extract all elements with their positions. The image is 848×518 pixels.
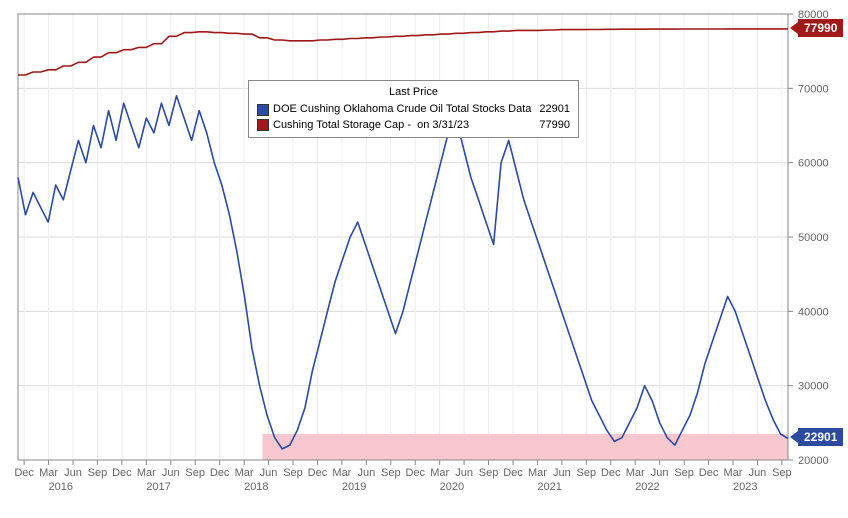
svg-text:Jun: Jun xyxy=(162,467,180,479)
svg-text:Mar: Mar xyxy=(137,467,156,479)
svg-text:2019: 2019 xyxy=(342,481,366,493)
svg-text:Dec: Dec xyxy=(699,467,719,479)
svg-text:Dec: Dec xyxy=(14,467,34,479)
legend-label-0: DOE Cushing Oklahoma Crude Oil Total Sto… xyxy=(273,102,531,117)
tag-value-1: 22901 xyxy=(804,430,837,444)
svg-text:Mar: Mar xyxy=(430,467,449,479)
legend-label-1: Cushing Total Storage Cap - on 3/31/23 xyxy=(273,118,469,133)
legend-swatch-1 xyxy=(257,119,269,131)
svg-text:Sep: Sep xyxy=(479,467,499,479)
svg-text:Jun: Jun xyxy=(455,467,473,479)
svg-text:2020: 2020 xyxy=(440,481,464,493)
svg-text:60000: 60000 xyxy=(798,158,829,170)
svg-text:Mar: Mar xyxy=(626,467,645,479)
svg-text:Sep: Sep xyxy=(674,467,694,479)
svg-text:30000: 30000 xyxy=(798,381,829,393)
svg-text:2016: 2016 xyxy=(49,481,73,493)
svg-text:Jun: Jun xyxy=(553,467,571,479)
legend-title: Last Price xyxy=(257,85,570,100)
value-tag-red: 77990 xyxy=(798,19,843,37)
svg-text:Mar: Mar xyxy=(724,467,743,479)
svg-text:2017: 2017 xyxy=(146,481,170,493)
svg-text:Dec: Dec xyxy=(503,467,523,479)
svg-text:Mar: Mar xyxy=(332,467,351,479)
svg-text:Dec: Dec xyxy=(210,467,230,479)
svg-text:Dec: Dec xyxy=(112,467,132,479)
svg-text:Jun: Jun xyxy=(64,467,82,479)
svg-text:Sep: Sep xyxy=(577,467,597,479)
svg-text:50000: 50000 xyxy=(798,232,829,244)
svg-text:2021: 2021 xyxy=(537,481,561,493)
svg-text:Sep: Sep xyxy=(381,467,401,479)
svg-text:Jun: Jun xyxy=(357,467,375,479)
svg-text:Mar: Mar xyxy=(39,467,58,479)
legend-row: DOE Cushing Oklahoma Crude Oil Total Sto… xyxy=(257,102,570,117)
svg-text:Jun: Jun xyxy=(749,467,767,479)
svg-text:2023: 2023 xyxy=(733,481,757,493)
value-tag-blue: 22901 xyxy=(798,428,843,446)
svg-text:Dec: Dec xyxy=(308,467,328,479)
legend-value-0: 22901 xyxy=(539,102,570,117)
svg-text:Mar: Mar xyxy=(528,467,547,479)
svg-text:Jun: Jun xyxy=(260,467,278,479)
svg-text:2022: 2022 xyxy=(635,481,659,493)
legend-box: Last Price DOE Cushing Oklahoma Crude Oi… xyxy=(248,80,579,138)
svg-text:Sep: Sep xyxy=(772,467,792,479)
tag-value-0: 77990 xyxy=(804,21,837,35)
svg-text:Dec: Dec xyxy=(601,467,621,479)
svg-text:Dec: Dec xyxy=(405,467,425,479)
legend-row: Cushing Total Storage Cap - on 3/31/23 7… xyxy=(257,118,570,133)
chart-svg: 20000300004000050000600007000080000DecMa… xyxy=(0,0,848,518)
svg-text:Sep: Sep xyxy=(185,467,205,479)
svg-text:70000: 70000 xyxy=(798,83,829,95)
svg-text:2018: 2018 xyxy=(244,481,268,493)
legend-value-1: 77990 xyxy=(539,118,570,133)
svg-text:20000: 20000 xyxy=(798,455,829,467)
svg-text:Jun: Jun xyxy=(651,467,669,479)
chart-container: 20000300004000050000600007000080000DecMa… xyxy=(0,0,848,518)
legend-swatch-0 xyxy=(257,104,269,116)
svg-text:40000: 40000 xyxy=(798,306,829,318)
svg-text:Mar: Mar xyxy=(235,467,254,479)
svg-text:Sep: Sep xyxy=(283,467,303,479)
svg-text:Sep: Sep xyxy=(88,467,108,479)
